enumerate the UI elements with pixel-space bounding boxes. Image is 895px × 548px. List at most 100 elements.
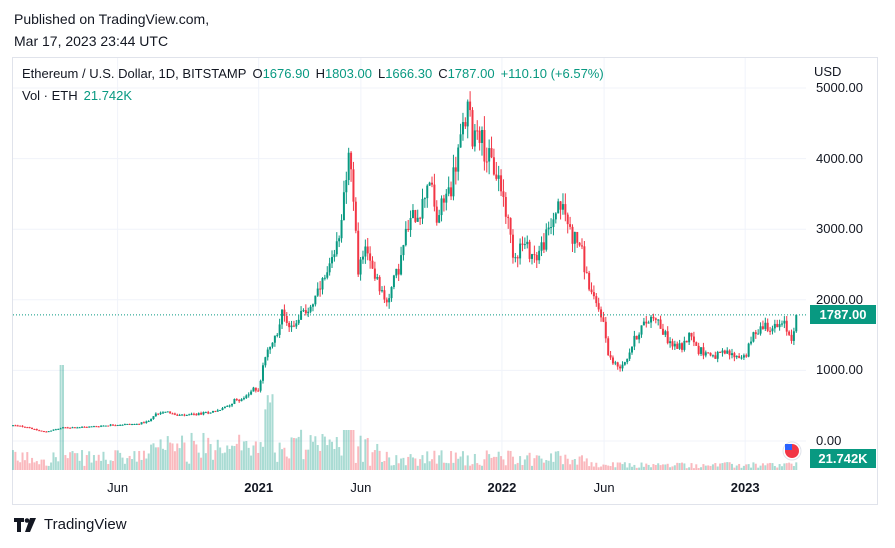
candle-body	[711, 355, 714, 357]
candle-body	[595, 296, 598, 304]
candle-body	[650, 316, 653, 323]
volume-bar	[442, 462, 445, 470]
candle-body	[297, 319, 300, 324]
volume-bar	[238, 434, 241, 470]
currency-label: USD	[814, 64, 842, 79]
volume-bar	[154, 447, 157, 470]
volume-bar	[397, 463, 400, 470]
volume-bar	[152, 443, 155, 470]
candle-body	[390, 287, 393, 299]
volume-bar	[200, 457, 203, 470]
candle-body	[554, 213, 557, 220]
volume-bar	[247, 447, 250, 470]
candle-body	[276, 334, 279, 336]
volume-bar	[547, 460, 550, 470]
candle-body	[331, 257, 334, 264]
candle-body	[621, 364, 624, 369]
volume-bar	[578, 456, 581, 470]
candle-body	[740, 357, 743, 359]
volume-bar	[628, 463, 631, 470]
volume-bar	[602, 464, 605, 470]
volume-bar	[226, 445, 229, 470]
candle-body	[652, 316, 655, 319]
chart-frame[interactable]	[12, 57, 878, 505]
candle-body	[735, 355, 738, 358]
volume-label: Vol · ETH	[22, 88, 78, 103]
candle-body	[178, 414, 181, 416]
candle-body	[478, 130, 481, 143]
volume-bar	[645, 463, 648, 470]
volume-bar	[197, 452, 200, 470]
volume-bar	[323, 436, 326, 470]
candle-body	[40, 430, 43, 432]
volume-bar	[233, 446, 236, 470]
candle-body	[31, 427, 34, 429]
volume-bar	[697, 468, 700, 470]
volume-bar	[588, 466, 591, 470]
candle-body	[454, 167, 457, 172]
volume-bar	[373, 450, 376, 470]
volume-bar	[516, 462, 519, 470]
candle-body	[221, 408, 224, 410]
candle-body	[607, 338, 610, 356]
candle-body	[776, 323, 779, 328]
candle-body	[157, 413, 160, 415]
volume-bar	[390, 465, 393, 470]
volume-bar	[478, 464, 481, 470]
volume-tag: 21.742K	[810, 449, 876, 468]
volume-bar	[73, 453, 76, 470]
volume-bar	[654, 464, 657, 470]
candle-body	[97, 426, 100, 428]
volume-bar	[240, 450, 243, 470]
volume-bar	[326, 445, 329, 470]
candle-body	[516, 257, 519, 259]
volume-bar	[497, 451, 500, 470]
volume-bar	[557, 451, 560, 470]
volume-bar	[192, 440, 195, 470]
candle-body	[673, 343, 676, 347]
volume-bar	[171, 443, 174, 470]
candle-body	[409, 218, 412, 231]
candle-body	[533, 254, 536, 256]
candle-body	[59, 428, 62, 430]
volume-bar	[38, 464, 41, 470]
volume-bar	[616, 462, 619, 470]
volume-bar	[28, 463, 31, 470]
tradingview-footer[interactable]: TradingView	[14, 516, 127, 533]
candle-body	[564, 204, 567, 215]
candle-body	[788, 331, 791, 335]
candle-body	[381, 290, 384, 292]
candle-body	[678, 343, 681, 349]
volume-bar	[369, 465, 372, 470]
volume-bar	[381, 461, 384, 470]
volume-bar	[554, 451, 557, 470]
volume-bar	[407, 456, 410, 470]
volume-bar	[54, 457, 57, 470]
candle-body	[721, 350, 724, 353]
candle-body	[602, 317, 605, 322]
volume-bar	[304, 449, 307, 470]
volume-bar	[333, 448, 336, 470]
candle-body	[630, 346, 633, 353]
candle-body	[376, 277, 379, 279]
candle-body	[557, 201, 560, 214]
candle-body	[307, 311, 310, 314]
volume-bar	[209, 444, 212, 470]
volume-bar	[421, 455, 424, 470]
volume-bar	[633, 464, 636, 470]
volume-bar	[502, 459, 505, 470]
candle-body	[747, 343, 750, 357]
volume-bar	[40, 459, 43, 470]
candle-body	[528, 241, 531, 259]
volume-bar	[485, 450, 488, 470]
candle-body	[19, 425, 22, 427]
volume-bar	[140, 459, 143, 470]
volume-bar	[659, 465, 662, 470]
volume-bar	[292, 437, 295, 470]
volume-bar	[145, 458, 148, 470]
volume-bar	[21, 452, 24, 470]
volume-bar	[488, 454, 491, 470]
volume-bar	[747, 464, 750, 470]
volume-bar	[569, 464, 572, 470]
